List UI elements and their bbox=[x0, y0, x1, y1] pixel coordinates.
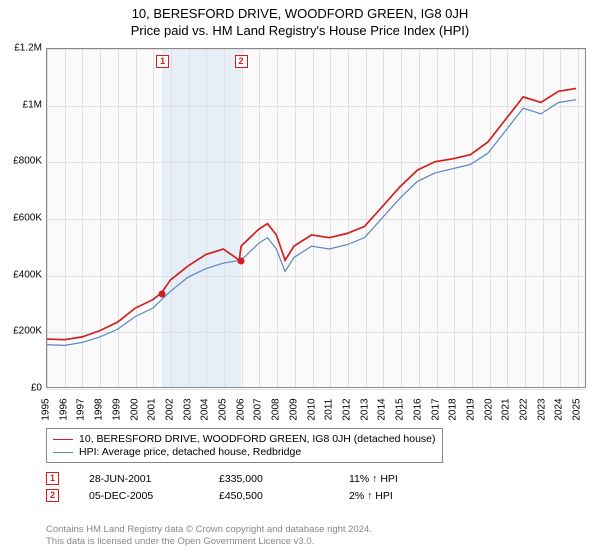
footer-line: This data is licensed under the Open Gov… bbox=[46, 536, 372, 548]
series-line bbox=[47, 88, 576, 339]
event-marker-box: 2 bbox=[235, 55, 248, 68]
chart-title: 10, BERESFORD DRIVE, WOODFORD GREEN, IG8… bbox=[0, 0, 600, 38]
series-line bbox=[47, 100, 576, 346]
x-tick-label: 2015 bbox=[395, 395, 406, 425]
event-marker-box: 1 bbox=[156, 55, 169, 68]
x-tick-label: 2021 bbox=[501, 395, 512, 425]
x-tick-label: 2014 bbox=[377, 395, 388, 425]
x-tick-label: 2023 bbox=[536, 395, 547, 425]
event-date: 28-JUN-2001 bbox=[89, 473, 189, 485]
event-row: 1 28-JUN-2001 £335,000 11% ↑ HPI bbox=[46, 472, 449, 485]
legend-swatch-icon bbox=[53, 452, 73, 453]
legend-item-1: 10, BERESFORD DRIVE, WOODFORD GREEN, IG8… bbox=[53, 433, 436, 445]
legend-item-2: HPI: Average price, detached house, Redb… bbox=[53, 446, 436, 458]
event-dot-icon bbox=[159, 291, 166, 298]
y-tick-label: £0 bbox=[31, 383, 42, 394]
event-price: £450,500 bbox=[219, 490, 319, 502]
x-tick-label: 2013 bbox=[359, 395, 370, 425]
legend-swatch-icon bbox=[53, 439, 73, 440]
chart-legend: 10, BERESFORD DRIVE, WOODFORD GREEN, IG8… bbox=[46, 428, 443, 463]
title-subtitle: Price paid vs. HM Land Registry's House … bbox=[0, 23, 600, 38]
y-tick-label: £600K bbox=[13, 213, 42, 224]
title-address: 10, BERESFORD DRIVE, WOODFORD GREEN, IG8… bbox=[0, 6, 600, 21]
event-diff: 2% ↑ HPI bbox=[349, 490, 449, 502]
event-marker-box: 2 bbox=[46, 489, 59, 502]
event-marker-box: 1 bbox=[46, 472, 59, 485]
event-table: 1 28-JUN-2001 £335,000 11% ↑ HPI 2 05-DEC-200… bbox=[46, 468, 449, 506]
event-diff: 11% ↑ HPI bbox=[349, 473, 449, 485]
x-tick-label: 2002 bbox=[164, 395, 175, 425]
x-tick-label: 1997 bbox=[76, 395, 87, 425]
x-tick-label: 2003 bbox=[182, 395, 193, 425]
y-tick-label: £400K bbox=[13, 269, 42, 280]
event-price: £335,000 bbox=[219, 473, 319, 485]
x-tick-label: 2020 bbox=[483, 395, 494, 425]
x-tick-label: 1998 bbox=[94, 395, 105, 425]
y-tick-label: £200K bbox=[13, 326, 42, 337]
x-tick-label: 2004 bbox=[200, 395, 211, 425]
x-tick-label: 2025 bbox=[572, 395, 583, 425]
y-tick-label: £800K bbox=[13, 156, 42, 167]
x-tick-label: 1999 bbox=[111, 395, 122, 425]
y-axis-labels: £0£200K£400K£600K£800K£1M£1.2M bbox=[0, 48, 44, 388]
x-tick-label: 2012 bbox=[341, 395, 352, 425]
x-tick-label: 2001 bbox=[147, 395, 158, 425]
x-tick-label: 2000 bbox=[129, 395, 140, 425]
x-tick-label: 2006 bbox=[235, 395, 246, 425]
x-tick-label: 1995 bbox=[41, 395, 52, 425]
footer-attribution: Contains HM Land Registry data © Crown c… bbox=[46, 524, 372, 549]
x-tick-label: 2017 bbox=[430, 395, 441, 425]
footer-line: Contains HM Land Registry data © Crown c… bbox=[46, 524, 372, 536]
x-tick-label: 2016 bbox=[412, 395, 423, 425]
x-tick-label: 2018 bbox=[448, 395, 459, 425]
y-tick-label: £1.2M bbox=[14, 43, 42, 54]
legend-label: HPI: Average price, detached house, Redb… bbox=[79, 446, 301, 458]
event-date: 05-DEC-2005 bbox=[89, 490, 189, 502]
chart-plot-area: 12 bbox=[46, 48, 586, 388]
x-tick-label: 2005 bbox=[218, 395, 229, 425]
x-tick-label: 2024 bbox=[554, 395, 565, 425]
y-tick-label: £1M bbox=[23, 99, 42, 110]
chart-lines bbox=[47, 49, 585, 387]
x-tick-label: 2019 bbox=[465, 395, 476, 425]
x-tick-label: 2008 bbox=[271, 395, 282, 425]
x-tick-label: 2009 bbox=[288, 395, 299, 425]
x-tick-label: 2007 bbox=[253, 395, 264, 425]
event-row: 2 05-DEC-2005 £450,500 2% ↑ HPI bbox=[46, 489, 449, 502]
x-tick-label: 2022 bbox=[519, 395, 530, 425]
x-tick-label: 2011 bbox=[324, 395, 335, 425]
event-dot-icon bbox=[237, 258, 244, 265]
legend-label: 10, BERESFORD DRIVE, WOODFORD GREEN, IG8… bbox=[79, 433, 436, 445]
x-tick-label: 1996 bbox=[58, 395, 69, 425]
x-tick-label: 2010 bbox=[306, 395, 317, 425]
